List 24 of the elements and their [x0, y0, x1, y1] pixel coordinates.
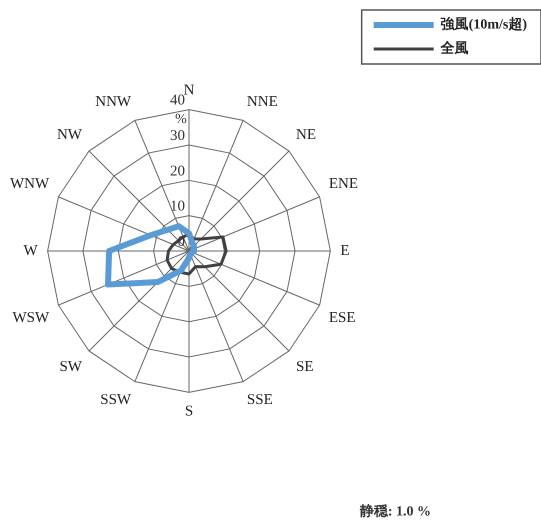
spoke-label: S: [184, 403, 194, 420]
spoke-label: NW: [56, 126, 83, 143]
spoke-label: SSW: [100, 392, 132, 408]
spoke-label: W: [23, 242, 38, 259]
spoke-label: E: [340, 242, 350, 259]
spoke-label: WNW: [10, 176, 50, 192]
spoke-label: NNE: [246, 94, 278, 110]
spoke-label: SSE: [246, 392, 273, 408]
spoke-label: WSW: [12, 310, 50, 326]
y-tick-label: 40: [170, 92, 185, 109]
spoke-label: ENE: [328, 176, 358, 192]
legend-label: 強風(10m/s超): [440, 16, 528, 33]
legend-label: 全風: [440, 40, 469, 57]
text: 静穏: 1.0 %: [358, 504, 431, 520]
text: %: [175, 112, 188, 128]
spoke-label: SE: [296, 358, 314, 375]
spoke-label: NNW: [95, 94, 132, 110]
spoke-label: ESE: [328, 310, 356, 326]
y-tick-label: 30: [170, 128, 185, 144]
y-tick-label: 20: [170, 163, 185, 180]
y-tick-label: 10: [170, 198, 185, 215]
spoke-label: N: [184, 82, 195, 99]
spoke-label: SW: [59, 358, 83, 375]
spoke-label: NE: [296, 126, 316, 143]
